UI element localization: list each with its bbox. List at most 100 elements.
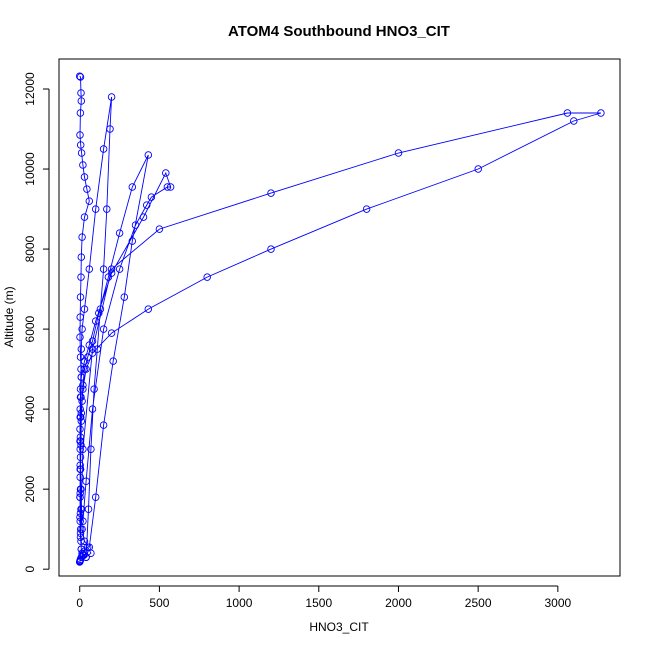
y-tick-label: 8000 — [23, 235, 37, 262]
x-tick-label: 1000 — [226, 596, 253, 610]
data-point — [80, 537, 89, 545]
x-tick-label: 3000 — [544, 596, 571, 610]
x-tick-label: 2500 — [465, 596, 492, 610]
data-point — [87, 445, 95, 453]
data-point — [362, 205, 371, 213]
data-point — [76, 131, 84, 139]
y-tick-label: 0 — [23, 566, 37, 573]
data-point — [77, 89, 85, 97]
data-point — [80, 213, 89, 221]
chart-title: ATOM4 Southbound HNO3_CIT — [228, 23, 450, 40]
data-point — [78, 325, 86, 333]
data-point — [203, 273, 211, 281]
data-point — [75, 558, 84, 566]
data-point — [394, 149, 403, 157]
y-axis-label: Altitude (m) — [2, 286, 16, 347]
data-point — [104, 273, 113, 281]
data-point — [144, 151, 153, 159]
data-point — [77, 373, 86, 381]
data-point — [88, 345, 97, 353]
x-tick-label: 0 — [76, 596, 83, 610]
data-point — [78, 525, 86, 533]
data-point — [78, 233, 86, 241]
data-point — [77, 273, 85, 281]
data-point — [76, 453, 85, 461]
data-point — [162, 169, 170, 177]
data-point — [91, 317, 100, 325]
data-point — [80, 173, 89, 181]
y-tick-label: 2000 — [23, 475, 37, 502]
data-point — [77, 441, 85, 449]
data-point — [76, 405, 84, 413]
data-point — [155, 225, 164, 233]
data-point — [83, 185, 91, 193]
data-point — [76, 465, 84, 473]
data-point — [76, 445, 84, 453]
data-point — [77, 417, 86, 425]
data-point — [88, 349, 97, 357]
x-axis-label: HNO3_CIT — [309, 620, 369, 634]
data-point — [77, 537, 85, 545]
data-point — [76, 461, 84, 469]
y-tick-label: 4000 — [23, 395, 37, 422]
data-point — [131, 221, 140, 229]
data-point — [120, 293, 129, 301]
data-point — [77, 97, 86, 105]
data-point — [103, 205, 111, 213]
x-tick-label: 2000 — [385, 596, 412, 610]
data-point — [95, 309, 103, 317]
data-point — [109, 357, 117, 365]
data-point — [597, 109, 605, 117]
data-point — [76, 353, 85, 361]
x-tick-label: 500 — [149, 596, 169, 610]
data-point — [93, 345, 102, 353]
data-point — [76, 473, 84, 481]
data-point — [474, 165, 482, 173]
data-point — [76, 529, 85, 537]
data-point — [79, 385, 87, 393]
data-point — [267, 245, 275, 253]
x-axis: 0 500 1000 1500 2000 2500 3000 — [76, 585, 572, 610]
data-point — [76, 517, 84, 525]
data-point — [115, 265, 124, 273]
data-point — [107, 93, 116, 101]
data-point — [77, 505, 85, 513]
data-point — [76, 393, 85, 401]
data-point — [85, 197, 94, 205]
data-point — [82, 365, 90, 373]
series-line — [79, 75, 602, 563]
data-point — [76, 485, 85, 493]
data-point — [76, 413, 84, 421]
data-point — [75, 72, 84, 80]
data-point — [82, 477, 90, 485]
data-point — [76, 433, 85, 441]
data-point — [79, 161, 87, 169]
data-point — [85, 265, 94, 273]
data-point — [91, 205, 100, 213]
data-point — [99, 421, 108, 429]
data-point — [128, 237, 137, 245]
data-point — [88, 405, 97, 413]
data-point — [99, 325, 108, 333]
data-point — [76, 313, 84, 321]
y-tick-label: 12000 — [23, 72, 37, 106]
y-tick-label: 10000 — [23, 152, 37, 186]
data-point — [147, 193, 156, 201]
data-point — [88, 337, 97, 345]
data-point — [76, 513, 84, 521]
data-point — [115, 229, 124, 237]
data-point — [163, 183, 172, 191]
data-point — [107, 329, 116, 337]
data-point — [142, 201, 151, 209]
data-point — [77, 345, 86, 353]
data-point — [570, 117, 578, 125]
data-point — [79, 445, 87, 453]
data-point — [77, 149, 86, 157]
x-tick-label: 1500 — [305, 596, 332, 610]
y-axis: 0 2000 4000 6000 8000 10000 12000 — [23, 72, 50, 573]
data-point — [91, 493, 100, 501]
series-layer — [75, 72, 605, 566]
data-point — [76, 509, 85, 517]
plot-frame — [58, 58, 621, 577]
